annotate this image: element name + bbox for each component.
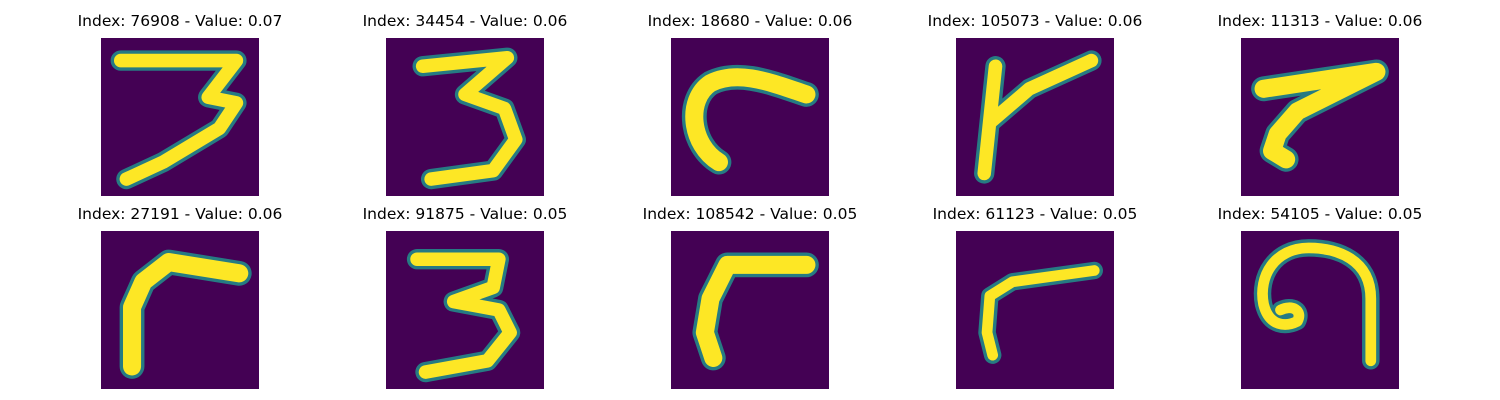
panel-title: Index: 27191 - Value: 0.06 [77, 205, 283, 223]
digit-image-three [386, 231, 544, 389]
panel-title: Index: 108542 - Value: 0.05 [642, 205, 858, 223]
digit-image-seven-like [1241, 38, 1399, 196]
panel-title: Index: 34454 - Value: 0.06 [362, 12, 568, 30]
digit-image-four-like [956, 38, 1114, 196]
digit-image-angle [101, 231, 259, 389]
digit-image-seven-like [671, 231, 829, 389]
panel-title: Index: 76908 - Value: 0.07 [77, 12, 283, 30]
panel-title: Index: 105073 - Value: 0.06 [927, 12, 1143, 30]
panel-title: Index: 61123 - Value: 0.05 [932, 205, 1138, 223]
digit-image-three [101, 38, 259, 196]
digit-image-loop [1241, 231, 1399, 389]
digit-image-hook [671, 38, 829, 196]
panel-title: Index: 11313 - Value: 0.06 [1217, 12, 1423, 30]
panel-title: Index: 91875 - Value: 0.05 [362, 205, 568, 223]
digit-image-three [386, 38, 544, 196]
panel-title: Index: 54105 - Value: 0.05 [1217, 205, 1423, 223]
panel-title: Index: 18680 - Value: 0.06 [647, 12, 853, 30]
digit-image-seven-like [956, 231, 1114, 389]
